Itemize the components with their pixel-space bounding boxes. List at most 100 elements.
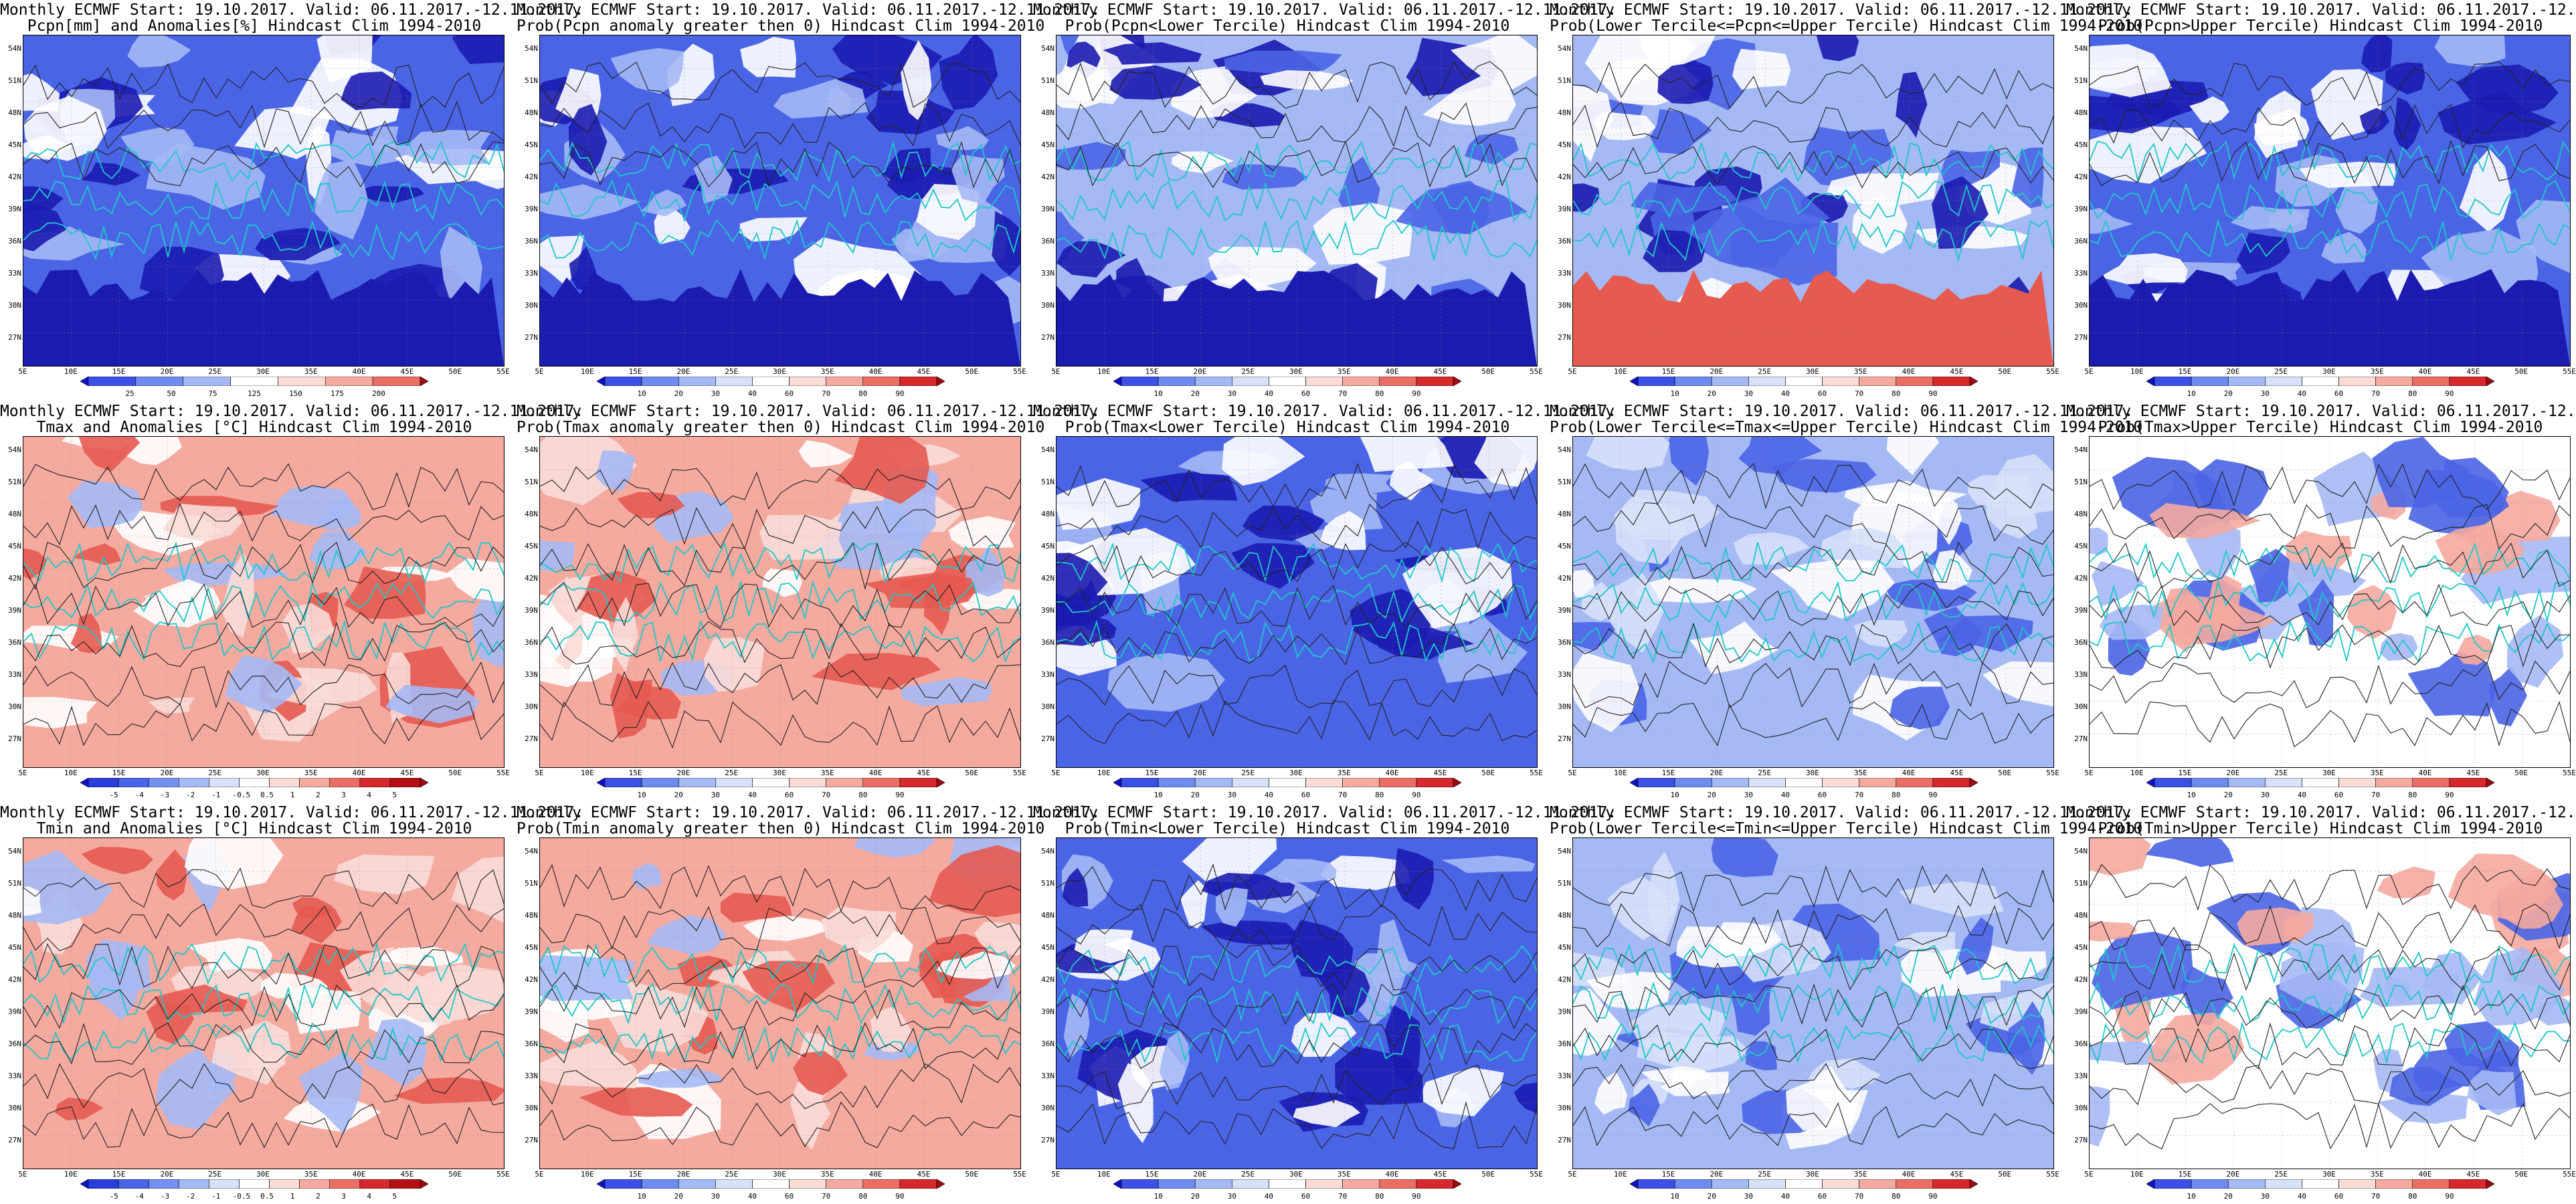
colorbar-segment <box>1232 1179 1269 1189</box>
colorbar <box>2146 778 2494 787</box>
colorbar-segment <box>329 778 361 787</box>
lat-tick-label: 48N <box>2074 108 2088 117</box>
lon-tick-label: 55E <box>2563 1170 2576 1179</box>
colorbar-label: 20 <box>674 1192 683 1201</box>
lat-tick-label: 42N <box>1558 975 1571 984</box>
map-field <box>23 35 504 366</box>
coastline <box>2090 981 2570 1023</box>
lon-tick-label: 25E <box>1758 1170 1772 1179</box>
panel-title-line1: Monthly ECMWF Start: 19.10.2017. Valid: … <box>517 1 1101 19</box>
colorbar-label: 10 <box>2187 791 2196 799</box>
colorbar-segment <box>2375 377 2413 386</box>
field-patch <box>81 847 153 875</box>
field-patch <box>393 1077 504 1104</box>
field-patch <box>1335 1046 1424 1105</box>
lat-tick-label: 33N <box>2074 269 2088 278</box>
coastline <box>1056 619 1537 663</box>
lat-tick-label: 33N <box>525 269 538 278</box>
colorbar-label: 60 <box>784 1192 794 1201</box>
colorbar-segment <box>1379 778 1417 787</box>
isoline <box>540 505 1020 550</box>
lat-tick-label: 45N <box>2074 140 2088 149</box>
lon-tick-label: 35E <box>1337 367 1351 376</box>
panel-title-line2: Tmin and Anomalies [°C] Hindcast Clim 19… <box>36 820 472 837</box>
colorbar-label: 4 <box>367 791 371 799</box>
lon-tick-label: 10E <box>1613 769 1627 777</box>
lat-tick-label: 27N <box>8 333 21 342</box>
lon-tick-label: 40E <box>1385 367 1399 376</box>
field-patch <box>357 185 425 203</box>
isoline <box>1573 944 2053 991</box>
lat-tick-label: 27N <box>525 734 538 743</box>
coastline <box>540 982 1020 1025</box>
coastline <box>540 219 1020 261</box>
lon-tick-label: 45E <box>917 367 931 376</box>
lat-tick-label: 42N <box>1041 173 1054 181</box>
lat-tick-label: 33N <box>1041 1072 1054 1080</box>
coastline <box>1056 180 1537 222</box>
field-patch <box>1573 622 1619 651</box>
lon-tick-label: 30E <box>1289 1170 1303 1179</box>
lat-tick-label: 51N <box>1041 478 1054 486</box>
colorbar-label: 40 <box>1264 1192 1274 1201</box>
colorbar-segment <box>1342 377 1380 386</box>
colorbar-segment <box>2302 1179 2339 1189</box>
field-patch <box>2091 561 2144 607</box>
colorbar-segment <box>1342 778 1380 787</box>
lon-tick-label: 40E <box>352 367 366 376</box>
field-patch <box>1224 50 1342 74</box>
lon-tick-label: 20E <box>2226 769 2240 777</box>
lat-tick-label: 45N <box>8 943 21 952</box>
isoline <box>1056 1022 1537 1070</box>
colorbar-segment <box>826 377 864 386</box>
colorbar-segment <box>178 778 209 787</box>
colorbar-label: 80 <box>1892 389 1901 398</box>
colorbar-label: 70 <box>822 791 831 799</box>
colorbar-segment <box>899 377 937 386</box>
field-patch <box>974 922 1020 956</box>
lon-tick-label: 35E <box>1853 1170 1867 1179</box>
lon-tick-label: 20E <box>676 1170 691 1179</box>
colorbar-segment <box>1630 1179 1639 1189</box>
colorbar-segment <box>2486 377 2494 386</box>
field-patch <box>1418 1067 1504 1116</box>
field-patch <box>793 1051 848 1096</box>
colorbar-segment <box>641 1179 679 1189</box>
colorbar-label: 20 <box>1190 791 1200 799</box>
colorbar-label: 20 <box>2223 791 2233 799</box>
lat-tick-label: 36N <box>8 237 21 245</box>
lat-tick-label: 33N <box>525 1072 538 1080</box>
colorbar-segment <box>641 778 679 787</box>
lat-tick-label: 30N <box>1041 1104 1054 1112</box>
colorbar-segment <box>597 778 606 787</box>
field-patch <box>1140 470 1238 502</box>
lat-tick-label: 54N <box>525 445 538 454</box>
field-patch <box>1827 173 1940 206</box>
isoline <box>540 102 1020 148</box>
colorbar-label: 90 <box>1412 1192 1421 1201</box>
colorbar <box>597 377 945 386</box>
colorbar-segment <box>148 1179 179 1189</box>
colorbar-label: 60 <box>1301 389 1311 398</box>
colorbar-segment <box>1637 778 1675 787</box>
colorbar-label: 40 <box>747 791 757 799</box>
field-patch <box>1074 928 1133 964</box>
panel-title-line1: Monthly ECMWF Start: 19.10.2017. Valid: … <box>2066 804 2576 821</box>
lat-tick-label: 45N <box>1041 140 1054 149</box>
colorbar-label: 10 <box>1670 791 1679 799</box>
lat-tick-label: 42N <box>525 975 538 984</box>
colorbar-label: 70 <box>1338 1192 1348 1201</box>
field-patch <box>1650 109 1712 155</box>
colorbar-segment <box>597 377 606 386</box>
colorbar-segment <box>641 377 679 386</box>
coastline <box>1573 619 2053 664</box>
isoline <box>1056 623 1537 666</box>
field-patch <box>314 159 368 240</box>
colorbar-label: 20 <box>2223 389 2233 398</box>
lon-tick-label: 45E <box>400 1170 414 1179</box>
panel-title-line2: Prob(Pcpn<Lower Tercile) Hindcast Clim 1… <box>1065 17 1510 35</box>
field-patch <box>385 684 480 724</box>
field-patch <box>1890 686 1950 730</box>
colorbar-label: 90 <box>1928 389 1938 398</box>
colorbar <box>2146 1179 2494 1189</box>
